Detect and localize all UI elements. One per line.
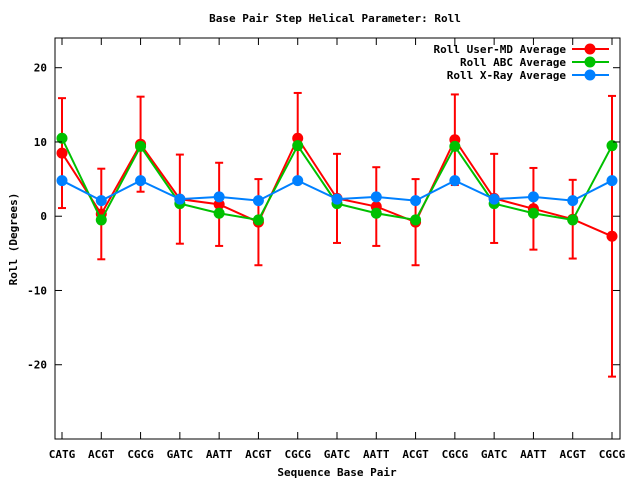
data-point xyxy=(252,195,264,207)
data-point xyxy=(95,214,107,226)
data-point xyxy=(292,140,304,152)
y-axis-label: Roll (Degrees) xyxy=(7,193,20,286)
x-tick-label: CGCG xyxy=(127,448,154,461)
data-point xyxy=(527,191,539,203)
chart-title: Base Pair Step Helical Parameter: Roll xyxy=(209,12,461,25)
data-point xyxy=(135,140,147,152)
legend-label: Roll X-Ray Average xyxy=(447,69,567,82)
legend-label: Roll User-MD Average xyxy=(434,43,567,56)
x-tick-label: AATT xyxy=(363,448,390,461)
y-tick-label: -20 xyxy=(27,359,47,372)
data-point xyxy=(292,175,304,187)
x-tick-label: AATT xyxy=(206,448,233,461)
y-tick-label: 0 xyxy=(40,210,47,223)
y-tick-label: 20 xyxy=(34,62,47,75)
legend-marker xyxy=(584,43,596,55)
x-tick-label: AATT xyxy=(520,448,547,461)
plot-area xyxy=(56,91,618,378)
data-point xyxy=(331,193,343,205)
x-tick-label: ACGT xyxy=(88,448,115,461)
data-point xyxy=(567,214,579,226)
x-tick-label: CATG xyxy=(49,448,76,461)
data-point xyxy=(213,191,225,203)
data-point xyxy=(606,140,618,152)
data-point xyxy=(56,175,68,187)
data-point xyxy=(527,207,539,219)
y-tick-label: 10 xyxy=(34,136,47,149)
data-point xyxy=(606,230,618,242)
data-point xyxy=(449,140,461,152)
data-point xyxy=(252,214,264,226)
data-point xyxy=(135,175,147,187)
x-tick-label: GATC xyxy=(324,448,351,461)
data-point xyxy=(95,195,107,207)
legend-marker xyxy=(584,56,596,68)
data-point xyxy=(56,132,68,144)
data-point xyxy=(56,147,68,159)
legend-label: Roll ABC Average xyxy=(460,56,566,69)
x-tick-label: ACGT xyxy=(402,448,429,461)
data-point xyxy=(410,195,422,207)
data-point xyxy=(449,175,461,187)
x-tick-label: ACGT xyxy=(245,448,272,461)
x-tick-label: GATC xyxy=(481,448,508,461)
data-point xyxy=(370,191,382,203)
data-point xyxy=(174,193,186,205)
data-point xyxy=(488,193,500,205)
x-tick-label: CGCG xyxy=(284,448,311,461)
data-point xyxy=(410,214,422,226)
x-axis: CATG ACGT CGCG GATC AATT ACGT CGCG GATC AATT ACGT… xyxy=(49,38,626,461)
legend-marker xyxy=(584,69,596,81)
data-point xyxy=(370,207,382,219)
y-tick-label: -10 xyxy=(27,284,47,297)
x-tick-label: CGCG xyxy=(599,448,626,461)
x-axis-label: Sequence Base Pair xyxy=(277,466,397,479)
y-axis: -20 -10 0 10 20 xyxy=(27,62,620,372)
data-point xyxy=(606,175,618,187)
data-point xyxy=(213,207,225,219)
x-tick-label: GATC xyxy=(167,448,194,461)
data-point xyxy=(567,195,579,207)
x-tick-label: ACGT xyxy=(559,448,586,461)
x-tick-label: CGCG xyxy=(442,448,469,461)
